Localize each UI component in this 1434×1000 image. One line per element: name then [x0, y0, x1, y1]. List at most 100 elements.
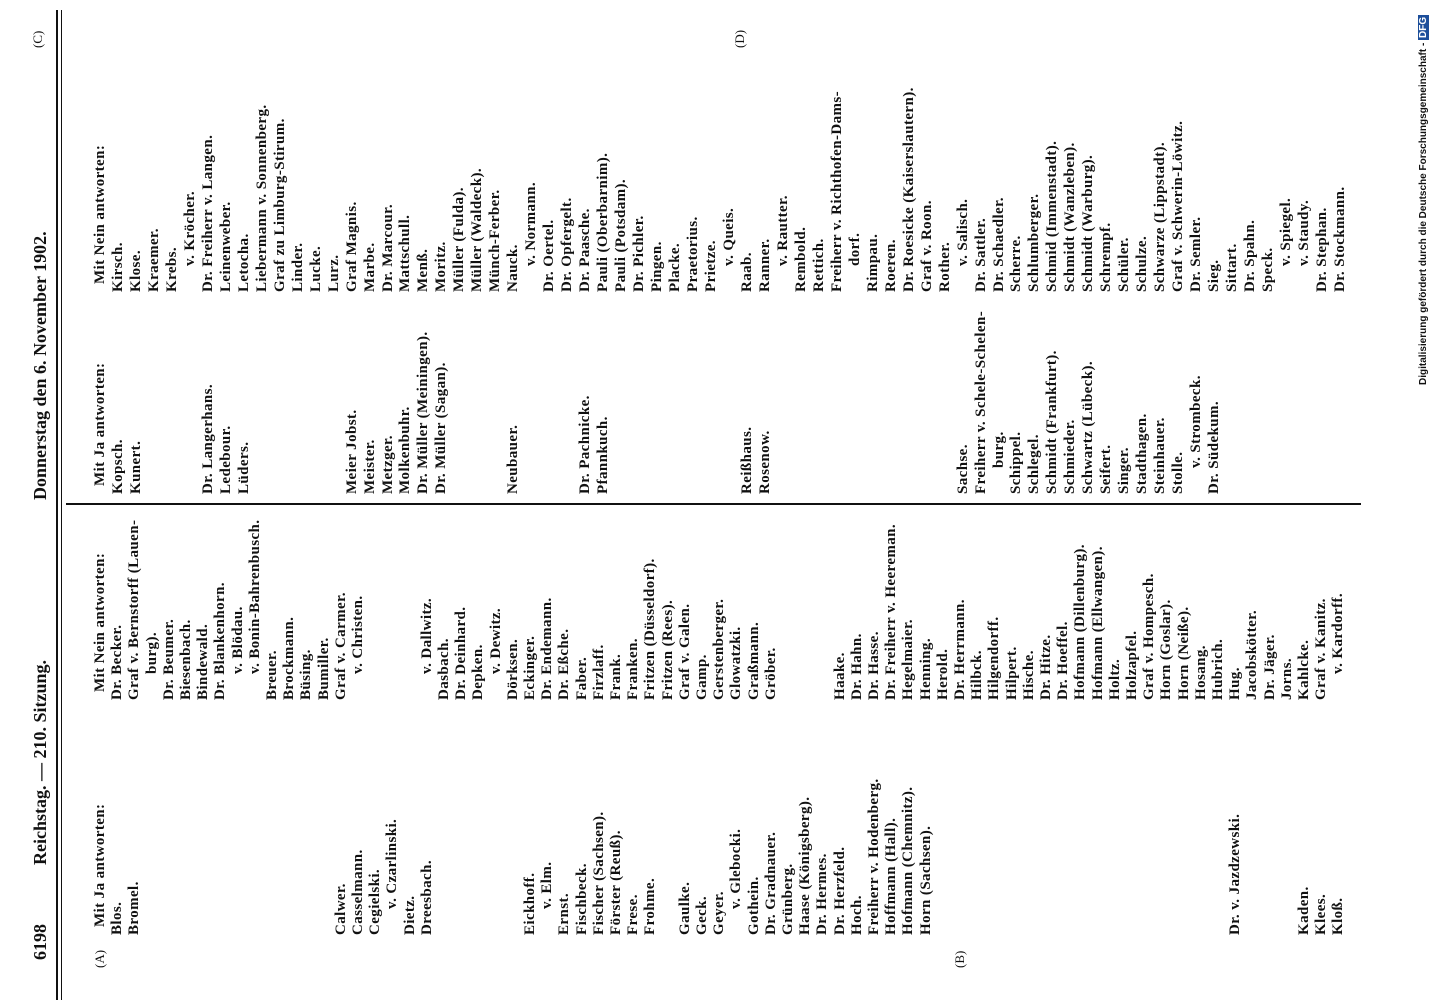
- vote-entry: Schippel.: [1008, 431, 1025, 494]
- vote-entry: Freiherr v. Richthofen-Dams-: [828, 90, 845, 292]
- vote-entry: Dr. Müller (Sagan).: [433, 362, 450, 494]
- vote-entry: Dr. Eßche.: [556, 628, 573, 700]
- vote-entry: Ernst.: [556, 893, 573, 935]
- vote-entry: Dr. Hasse.: [866, 631, 882, 700]
- vote-entry: Dr. Hoeffel.: [1055, 621, 1072, 700]
- vote-entry: Firzlaff.: [590, 644, 607, 700]
- vote-entry: Graf v. Roon.: [918, 200, 935, 292]
- vote-entry: burg.: [990, 431, 1007, 468]
- vote-entry: Scherre.: [1008, 235, 1025, 292]
- vote-entry: Rother.: [936, 241, 953, 292]
- vote-entry: Kraemer.: [145, 228, 162, 292]
- vote-entry: Dr. Müller (Meiningen).: [415, 331, 432, 494]
- vote-entry: Sieg.: [1206, 259, 1223, 292]
- vote-entry: Geck.: [694, 895, 710, 935]
- vote-entry: Pfannkuch.: [595, 416, 612, 494]
- vote-entry: Nauck.: [505, 244, 522, 292]
- vote-entry: Dasbach.: [436, 638, 452, 700]
- vote-entry: Calwer.: [332, 883, 349, 935]
- vote-entry: Ranner.: [756, 238, 773, 292]
- vote-entry: Kahlcke.: [1296, 639, 1312, 700]
- vote-entry: v. Elm.: [539, 861, 556, 909]
- vote-entry: Frese.: [625, 894, 642, 935]
- vote-entry: Liebermann v. Sonnenberg.: [253, 104, 270, 292]
- vote-entry: Dr. Hitze.: [1038, 634, 1054, 700]
- margin-mark: (C): [30, 30, 45, 48]
- vote-entry: v. Bonin-Bahrenbusch.: [246, 519, 263, 674]
- vote-entry: Eickhoff.: [522, 872, 538, 935]
- vote-entry: Hubrich.: [1210, 638, 1226, 700]
- vote-entry: Fritzen (Düsseldorf).: [642, 558, 659, 700]
- vote-entry: Jacobskötter.: [1244, 609, 1261, 700]
- vote-entry: Graf zu Limburg-Stirum.: [271, 118, 288, 292]
- vote-entry: v. Blödau.: [229, 606, 246, 674]
- vote-entry: Fritzen (Rees).: [659, 599, 676, 700]
- vote-entry: Rembold.: [792, 226, 809, 292]
- column-heading: Mit Ja antworten:: [92, 803, 108, 927]
- vote-entry: v. Kröcher.: [181, 190, 198, 266]
- vote-entry: Holtz.: [1106, 658, 1123, 700]
- vote-entry: Müller (Waldeck).: [469, 167, 486, 292]
- vote-entry: Dr. Opfergelt.: [559, 197, 576, 292]
- vote-entry: Pingen.: [649, 241, 666, 292]
- vote-entry: Rimpau.: [864, 233, 881, 292]
- vote-entry: Hoffmann (Hall).: [883, 817, 900, 935]
- vote-entry: Hilpert.: [1003, 646, 1020, 700]
- vote-entry: Bumiller.: [315, 637, 332, 700]
- vote-entry: Dr. Becker.: [109, 624, 126, 700]
- vote-entry: Metzger.: [379, 435, 396, 494]
- vote-entry: Schmid (Immenstadt).: [1044, 140, 1061, 292]
- vote-entry: Mattschull.: [397, 214, 414, 292]
- header-rule: [56, 10, 58, 1000]
- right-title: Donnerstag den 6. November 1902.: [30, 231, 50, 500]
- vote-entry: Dr. Langerhans.: [199, 383, 216, 494]
- vote-entry: Gerstenberger.: [711, 598, 728, 700]
- vote-entry: Neubauer.: [505, 424, 522, 494]
- vote-entry: v. Czarlinski.: [384, 818, 401, 909]
- vote-entry: Dreesbach.: [418, 860, 435, 935]
- vote-entry: Frank.: [608, 653, 624, 700]
- vote-entry: Krebs.: [163, 246, 180, 292]
- vote-entry: Lüders.: [235, 441, 252, 494]
- vote-entry: Dr. Roesicke (Kaiserslautern).: [900, 87, 917, 292]
- vote-entry: v. Staudy.: [1295, 199, 1312, 266]
- vote-entry: Dr. Deinhard.: [453, 606, 470, 700]
- vote-entry: Linder.: [289, 242, 306, 292]
- vote-entry: Bromel.: [126, 881, 143, 935]
- vote-entry: Klees.: [1313, 893, 1330, 935]
- vote-entry: Schulze.: [1134, 235, 1151, 292]
- vote-entry: Graf Magnis.: [343, 201, 360, 292]
- vote-entry: Graf v. Galen.: [676, 603, 693, 700]
- vote-entry: Dr. Schaedler.: [990, 197, 1007, 292]
- vote-entry: Dr. Pachnicke.: [577, 395, 594, 494]
- vote-entry: Fischbeck.: [573, 863, 590, 935]
- margin-mark: (A): [92, 949, 107, 968]
- vote-entry: Haake.: [831, 652, 848, 700]
- vote-entry: Dr. Jäger.: [1261, 634, 1278, 700]
- funding-note: Digitalisierung gefördert durch die Deut…: [1418, 14, 1429, 385]
- vote-entry: Hug.: [1227, 667, 1244, 700]
- vote-entry: Kopsch.: [109, 439, 126, 494]
- vote-entry: Singer.: [1116, 447, 1133, 494]
- vote-entry: Hilgendorff.: [986, 616, 1003, 700]
- vote-entry: v. Dallwitz.: [418, 597, 435, 674]
- vote-entry: Horn (Sachsen).: [917, 825, 934, 935]
- vote-entry: v. Rautter.: [774, 195, 791, 266]
- vote-entry: Dr. Paasche.: [577, 208, 594, 292]
- vote-entry: Dr. Stockmann.: [1331, 186, 1348, 292]
- vote-entry: Lucke.: [307, 245, 324, 292]
- vote-entry: Dr. Gradnauer.: [762, 831, 779, 935]
- vote-entry: Schüler.: [1116, 237, 1133, 292]
- vote-entry: dorf.: [846, 232, 863, 266]
- vote-entry: Schlumberger.: [1026, 193, 1043, 292]
- vote-entry: Sittart.: [1224, 243, 1241, 292]
- vote-entry: Münch-Ferber.: [487, 189, 504, 292]
- left-title: Reichstag. — 210. Sitzung.: [30, 659, 50, 865]
- vote-entry: Dr. Semler.: [1188, 216, 1205, 292]
- vote-entry: Frohme.: [642, 877, 659, 935]
- vote-entry: Dr. v. Jazdzewski.: [1227, 813, 1244, 935]
- vote-entry: Büsing.: [298, 649, 315, 700]
- vote-entry: Hoch.: [848, 895, 865, 935]
- vote-entry: Seifert.: [1098, 444, 1115, 494]
